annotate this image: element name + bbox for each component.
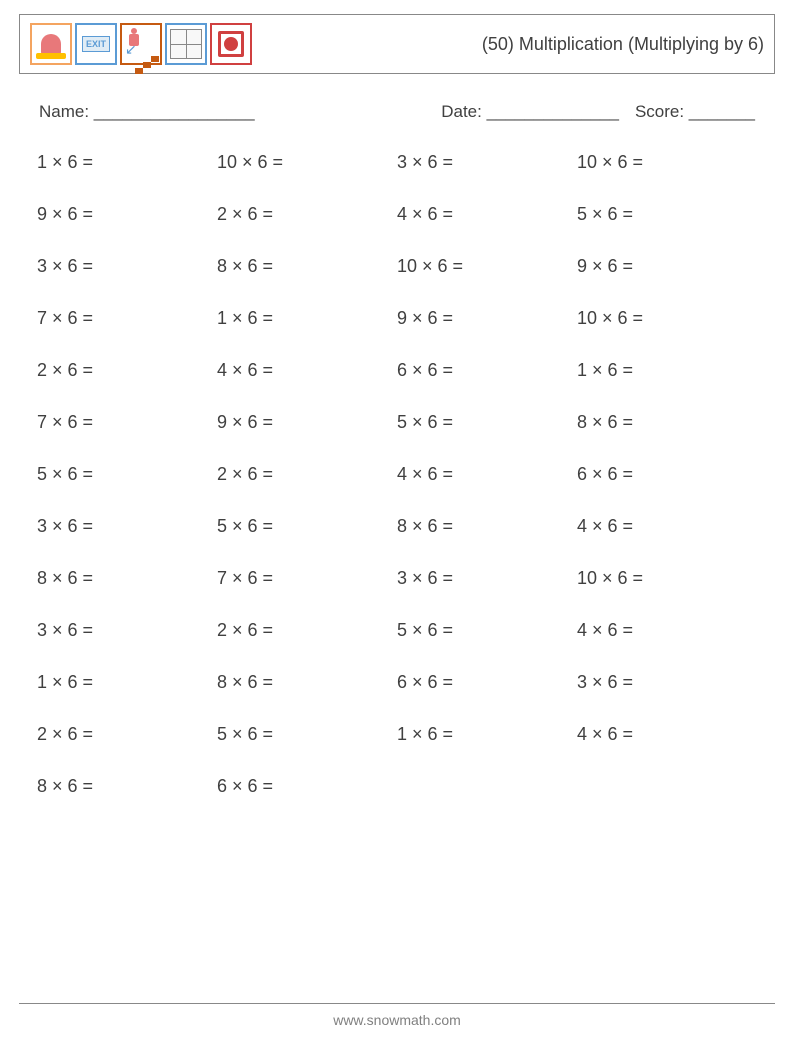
problem-row: 1 × 6 =8 × 6 =6 × 6 =3 × 6 = <box>37 672 757 693</box>
problem-cell: 3 × 6 = <box>577 672 757 693</box>
problem-cell: 6 × 6 = <box>577 464 757 485</box>
problem-cell: 6 × 6 = <box>397 672 577 693</box>
problem-cell: 10 × 6 = <box>577 152 757 173</box>
problem-cell: 2 × 6 = <box>37 360 217 381</box>
problem-row: 8 × 6 =7 × 6 =3 × 6 =10 × 6 = <box>37 568 757 589</box>
problem-row: 2 × 6 =4 × 6 =6 × 6 =1 × 6 = <box>37 360 757 381</box>
problem-cell: 7 × 6 = <box>37 412 217 433</box>
problem-cell: 7 × 6 = <box>37 308 217 329</box>
problem-cell: 5 × 6 = <box>37 464 217 485</box>
problem-cell: 4 × 6 = <box>397 204 577 225</box>
problem-cell: 1 × 6 = <box>37 672 217 693</box>
problem-cell: 1 × 6 = <box>217 308 397 329</box>
problem-cell: 10 × 6 = <box>577 308 757 329</box>
problem-cell: 4 × 6 = <box>577 724 757 745</box>
problem-cell: 8 × 6 = <box>37 568 217 589</box>
fire-alarm-icon <box>210 23 252 65</box>
problem-row: 5 × 6 =2 × 6 =4 × 6 =6 × 6 = <box>37 464 757 485</box>
problem-cell: 2 × 6 = <box>217 464 397 485</box>
problem-cell: 8 × 6 = <box>217 256 397 277</box>
alarm-light-icon <box>30 23 72 65</box>
problem-row: 9 × 6 =2 × 6 =4 × 6 =5 × 6 = <box>37 204 757 225</box>
problem-cell: 10 × 6 = <box>397 256 577 277</box>
problem-cell: 9 × 6 = <box>37 204 217 225</box>
problem-cell: 5 × 6 = <box>397 620 577 641</box>
problems-grid: 1 × 6 =10 × 6 =3 × 6 =10 × 6 =9 × 6 =2 ×… <box>19 152 775 797</box>
problem-cell: 10 × 6 = <box>577 568 757 589</box>
problem-row: 8 × 6 =6 × 6 = <box>37 776 757 797</box>
problem-cell: 10 × 6 = <box>217 152 397 173</box>
problem-cell: 3 × 6 = <box>37 256 217 277</box>
problem-cell: 1 × 6 = <box>397 724 577 745</box>
problem-cell: 5 × 6 = <box>397 412 577 433</box>
worksheet-page: EXIT ↙ (50) Multiplication (Multiplying … <box>0 0 794 797</box>
problem-cell: 4 × 6 = <box>577 620 757 641</box>
problem-row: 7 × 6 =1 × 6 =9 × 6 =10 × 6 = <box>37 308 757 329</box>
date-field: Date: ______________ <box>441 102 619 122</box>
problem-cell: 4 × 6 = <box>217 360 397 381</box>
problem-row: 1 × 6 =10 × 6 =3 × 6 =10 × 6 = <box>37 152 757 173</box>
info-row: Name: _________________ Date: __________… <box>19 102 775 122</box>
problem-cell: 2 × 6 = <box>217 204 397 225</box>
problem-cell: 4 × 6 = <box>397 464 577 485</box>
problem-cell: 1 × 6 = <box>577 360 757 381</box>
problem-row: 2 × 6 =5 × 6 =1 × 6 =4 × 6 = <box>37 724 757 745</box>
problem-cell: 8 × 6 = <box>37 776 217 797</box>
problem-cell: 7 × 6 = <box>217 568 397 589</box>
problem-cell: 5 × 6 = <box>217 516 397 537</box>
problem-row: 3 × 6 =8 × 6 =10 × 6 =9 × 6 = <box>37 256 757 277</box>
problem-row: 7 × 6 =9 × 6 =5 × 6 =8 × 6 = <box>37 412 757 433</box>
footer: www.snowmath.com <box>19 1003 775 1028</box>
problem-cell: 8 × 6 = <box>577 412 757 433</box>
problem-row: 3 × 6 =5 × 6 =8 × 6 =4 × 6 = <box>37 516 757 537</box>
problem-cell: 8 × 6 = <box>217 672 397 693</box>
icon-strip: EXIT ↙ <box>30 23 252 65</box>
problem-cell: 1 × 6 = <box>37 152 217 173</box>
problem-cell: 3 × 6 = <box>37 620 217 641</box>
header-box: EXIT ↙ (50) Multiplication (Multiplying … <box>19 14 775 74</box>
problem-cell: 2 × 6 = <box>37 724 217 745</box>
problem-cell: 5 × 6 = <box>217 724 397 745</box>
problem-row: 3 × 6 =2 × 6 =5 × 6 =4 × 6 = <box>37 620 757 641</box>
problem-cell: 4 × 6 = <box>577 516 757 537</box>
problem-cell: 9 × 6 = <box>397 308 577 329</box>
problem-cell: 9 × 6 = <box>577 256 757 277</box>
problem-cell: 6 × 6 = <box>397 360 577 381</box>
problem-cell: 6 × 6 = <box>217 776 397 797</box>
problem-cell: 5 × 6 = <box>577 204 757 225</box>
problem-cell: 3 × 6 = <box>37 516 217 537</box>
problem-cell: 2 × 6 = <box>217 620 397 641</box>
stairs-exit-icon: ↙ <box>120 23 162 65</box>
floor-plan-icon <box>165 23 207 65</box>
footer-text: www.snowmath.com <box>333 1012 461 1028</box>
name-field: Name: _________________ <box>39 102 441 122</box>
problem-cell: 9 × 6 = <box>217 412 397 433</box>
problem-cell: 3 × 6 = <box>397 152 577 173</box>
problem-cell: 3 × 6 = <box>397 568 577 589</box>
score-field: Score: _______ <box>635 102 755 122</box>
exit-sign-icon: EXIT <box>75 23 117 65</box>
problem-cell: 8 × 6 = <box>397 516 577 537</box>
worksheet-title: (50) Multiplication (Multiplying by 6) <box>482 34 764 55</box>
